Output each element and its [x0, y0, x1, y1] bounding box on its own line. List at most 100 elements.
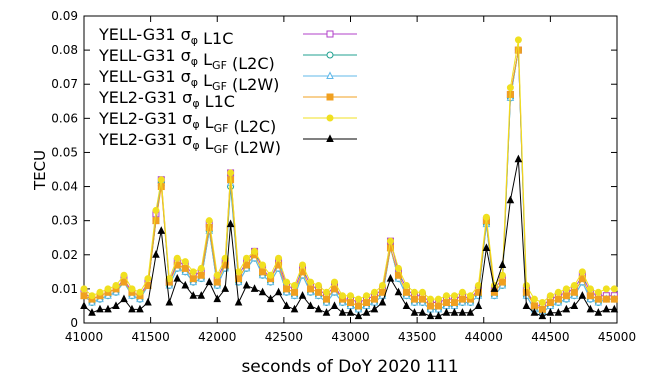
data-point — [610, 285, 618, 293]
data-point — [610, 295, 618, 303]
y-tick-label: 0.03 — [51, 214, 78, 228]
data-point — [546, 308, 555, 316]
data-point — [426, 302, 434, 310]
data-point — [418, 288, 426, 296]
legend-label-part: L1C — [198, 29, 233, 48]
x-tick-label: 44500 — [531, 330, 569, 344]
data-point — [213, 271, 221, 279]
legend-label-part: L — [198, 71, 212, 90]
data-point — [362, 292, 370, 300]
legend-label-part: φ — [191, 76, 198, 89]
data-point — [267, 271, 275, 279]
legend-label-part: YELL-G31 σ — [98, 46, 191, 65]
legend-label: YELL-G31 σφ LGF (L2W) — [98, 67, 279, 94]
data-point — [152, 206, 160, 214]
legend-label-part: YELL-G31 σ — [98, 67, 191, 86]
data-point — [538, 299, 546, 307]
data-point — [514, 36, 522, 44]
data-point — [450, 308, 459, 316]
data-point — [226, 219, 235, 228]
data-point — [570, 288, 578, 296]
legend-label-part: (L2W) — [228, 138, 280, 157]
legend-marker — [326, 134, 334, 142]
legend-entry: YEL2-G31 σφ L1C — [98, 88, 357, 111]
data-point — [506, 195, 515, 204]
data-point — [104, 285, 112, 293]
data-point — [394, 287, 403, 296]
data-point — [291, 281, 299, 289]
data-point — [128, 304, 136, 313]
data-point — [314, 304, 323, 313]
data-point — [586, 304, 595, 313]
legend-label-part: YEL2-G31 σ — [98, 88, 192, 107]
legend-label-part: GF — [212, 80, 227, 93]
series-line — [83, 159, 615, 317]
data-point — [402, 281, 410, 289]
data-point — [450, 292, 458, 300]
legend-label-part: YELL-G31 σ — [98, 25, 191, 44]
data-point — [370, 295, 378, 303]
legend-marker — [326, 93, 334, 101]
legend-label-part: φ — [192, 139, 199, 152]
data-point — [290, 304, 299, 313]
series-layer — [80, 36, 619, 320]
data-point — [442, 308, 451, 316]
data-point — [602, 304, 611, 313]
data-point — [362, 308, 371, 316]
legend-label-part: φ — [192, 97, 199, 110]
legend-label: YEL2-G31 σφ LGF (L2C) — [98, 109, 276, 136]
data-point — [120, 278, 128, 286]
data-point — [213, 278, 221, 286]
data-point — [197, 291, 206, 299]
legend-label-part: φ — [192, 118, 199, 131]
data-point — [538, 305, 546, 313]
series-6 — [80, 154, 619, 320]
y-tick-label: 0.04 — [51, 180, 78, 194]
data-point — [554, 288, 562, 296]
data-point — [259, 268, 267, 276]
legend-label-part: GF — [214, 143, 229, 156]
data-point — [578, 268, 586, 276]
legend-label-part: L — [200, 134, 214, 153]
data-point — [586, 285, 594, 293]
legend-entry: YELL-G31 σφ LGF (L2C) — [98, 46, 357, 73]
data-point — [331, 278, 339, 286]
legend-label-part: φ — [191, 55, 198, 68]
data-point — [120, 271, 128, 279]
data-point — [394, 264, 402, 272]
data-point — [330, 301, 339, 309]
data-point — [490, 284, 499, 292]
data-point — [602, 295, 610, 303]
data-point — [128, 285, 136, 293]
data-point — [197, 264, 205, 272]
data-point — [291, 288, 299, 296]
data-point — [546, 299, 554, 307]
data-point — [88, 308, 96, 316]
data-point — [354, 311, 363, 320]
data-point — [386, 274, 395, 282]
data-point — [189, 291, 198, 299]
data-point — [354, 295, 362, 303]
legend-label: YELL-G31 σφ L1C — [98, 25, 233, 48]
data-point — [331, 285, 339, 293]
legend-entry: YELL-G31 σφ L1C — [98, 25, 357, 48]
data-point — [466, 308, 475, 316]
data-point — [610, 304, 619, 313]
y-tick-label: 0.09 — [51, 9, 78, 23]
y-axis-ticks: 0 0.01 0.02 0.03 0.04 0.05 0.06 0.07 0.08 0.09 — [51, 9, 617, 330]
data-point — [189, 275, 197, 283]
data-point — [157, 176, 165, 184]
data-point — [243, 261, 251, 269]
data-point — [378, 281, 386, 289]
data-point — [80, 285, 88, 293]
data-point — [242, 280, 251, 289]
data-point — [474, 288, 482, 296]
data-point — [282, 301, 291, 309]
data-point — [434, 295, 442, 303]
data-point — [410, 288, 418, 296]
data-point — [402, 301, 411, 309]
data-point — [418, 308, 427, 316]
data-point — [189, 268, 197, 276]
data-point — [181, 258, 189, 266]
data-point — [530, 295, 538, 303]
